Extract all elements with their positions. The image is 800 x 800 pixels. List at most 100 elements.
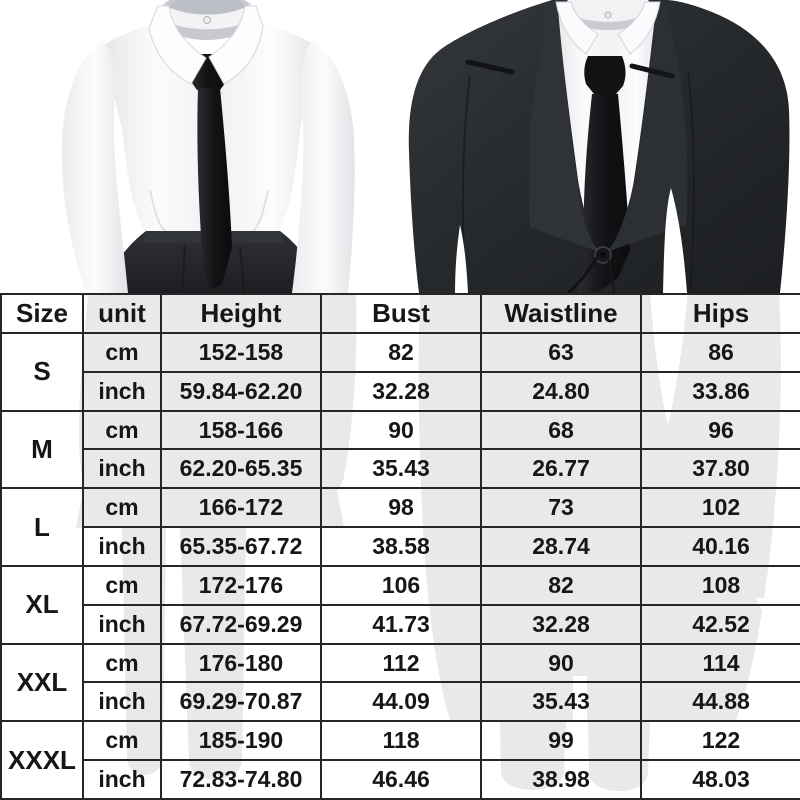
right-outfit-photo xyxy=(408,0,790,293)
cell-hips: 33.86 xyxy=(640,370,800,412)
cell-unit: inch xyxy=(82,603,162,645)
cell-unit: cm xyxy=(82,564,162,606)
lapel-notch-right xyxy=(629,63,675,79)
right-sleeve xyxy=(292,40,355,293)
cell-hips: 48.03 xyxy=(640,759,800,800)
table-row: inch 59.84-62.20 32.28 24.80 33.86 xyxy=(1,370,800,412)
cell-bust: 41.73 xyxy=(320,603,482,645)
cell-height: 152-158 xyxy=(160,332,322,373)
size-chart-table: Size unit Height Bust Waistline Hips S c… xyxy=(0,293,800,800)
cell-bust: 44.09 xyxy=(320,681,482,723)
table-row: inch 65.35-67.72 38.58 28.74 40.16 xyxy=(1,526,800,567)
cell-height: 166-172 xyxy=(160,487,322,529)
left-lapel xyxy=(528,0,600,252)
cell-height: 65.35-67.72 xyxy=(160,526,322,567)
cell-height: 176-180 xyxy=(160,642,322,684)
tie-blade xyxy=(197,88,232,290)
cell-bust: 112 xyxy=(320,642,482,684)
col-header-hips: Hips xyxy=(640,293,800,334)
col-header-height: Height xyxy=(160,293,322,334)
collar-left-wing xyxy=(555,1,599,55)
cell-height: 69.29-70.87 xyxy=(160,681,322,723)
cell-height: 172-176 xyxy=(160,564,322,606)
table-row: M cm 158-166 90 68 96 xyxy=(0,409,800,490)
size-label-xl: XL xyxy=(0,564,84,645)
cell-bust: 46.46 xyxy=(320,759,482,800)
table-row: L cm 166-172 98 73 102 xyxy=(0,487,800,567)
size-label-xxxl: XXXL xyxy=(0,720,84,800)
size-label-l: L xyxy=(0,487,84,567)
cell-height: 158-166 xyxy=(160,409,322,451)
cell-unit: cm xyxy=(82,332,162,373)
left-sleeve xyxy=(61,40,128,293)
cell-hips: 122 xyxy=(640,720,800,762)
cell-waistline: 90 xyxy=(480,642,642,684)
right-lapel xyxy=(606,0,688,252)
table-row: inch 69.29-70.87 44.09 35.43 44.88 xyxy=(1,681,800,723)
cell-hips: 40.16 xyxy=(640,526,800,567)
cell-waistline: 38.98 xyxy=(480,759,642,800)
cell-height: 62.20-65.35 xyxy=(160,448,322,490)
cell-bust: 106 xyxy=(320,564,482,606)
cell-hips: 102 xyxy=(640,487,800,529)
cell-height: 185-190 xyxy=(160,720,322,762)
cell-bust: 35.43 xyxy=(320,448,482,490)
cell-unit: cm xyxy=(82,487,162,529)
cell-unit: cm xyxy=(82,409,162,451)
table-row: inch 67.72-69.29 41.73 32.28 42.52 xyxy=(1,603,800,645)
cell-bust: 98 xyxy=(320,487,482,529)
cell-bust: 38.58 xyxy=(320,526,482,567)
cell-waistline: 82 xyxy=(480,564,642,606)
header-row: Size unit Height Bust Waistline Hips xyxy=(0,293,800,334)
cell-bust: 118 xyxy=(320,720,482,762)
cell-waistline: 68 xyxy=(480,409,642,451)
table-row: XL cm 172-176 106 82 108 xyxy=(0,564,800,645)
cell-unit: cm xyxy=(82,720,162,762)
size-label-s: S xyxy=(0,332,84,412)
cell-height: 59.84-62.20 xyxy=(160,370,322,412)
col-header-size: Size xyxy=(0,293,84,334)
cell-height: 72.83-74.80 xyxy=(160,759,322,800)
cell-unit: cm xyxy=(82,642,162,684)
cell-hips: 108 xyxy=(640,564,800,606)
cell-hips: 44.88 xyxy=(640,681,800,723)
tie-knot xyxy=(584,56,626,94)
collar-right-wing xyxy=(208,5,264,85)
collar-left-wing xyxy=(148,5,207,85)
cell-unit: inch xyxy=(82,370,162,412)
size-label-xxl: XXL xyxy=(0,642,84,723)
cell-hips: 96 xyxy=(640,409,800,451)
cell-hips: 114 xyxy=(640,642,800,684)
cell-waistline: 73 xyxy=(480,487,642,529)
cell-waistline: 35.43 xyxy=(480,681,642,723)
table-row: XXL cm 176-180 112 90 114 xyxy=(0,642,800,723)
cell-waistline: 28.74 xyxy=(480,526,642,567)
cell-waistline: 24.80 xyxy=(480,370,642,412)
cell-bust: 90 xyxy=(320,409,482,451)
col-header-waistline: Waistline xyxy=(480,293,642,334)
col-header-bust: Bust xyxy=(320,293,482,334)
table-row: S cm 152-158 82 63 86 xyxy=(0,332,800,412)
collar-right-wing xyxy=(617,1,661,55)
cell-unit: inch xyxy=(82,759,162,800)
cell-waistline: 63 xyxy=(480,332,642,373)
cell-waistline: 26.77 xyxy=(480,448,642,490)
cell-hips: 37.80 xyxy=(640,448,800,490)
col-header-unit: unit xyxy=(82,293,162,334)
collar-button xyxy=(203,16,211,24)
cell-waistline: 32.28 xyxy=(480,603,642,645)
table-row: inch 62.20-65.35 35.43 26.77 37.80 xyxy=(1,448,800,490)
cell-height: 67.72-69.29 xyxy=(160,603,322,645)
cell-unit: inch xyxy=(82,681,162,723)
left-outfit-photo xyxy=(61,0,355,293)
table-row: XXXL cm 185-190 118 99 122 xyxy=(0,720,800,800)
lapel-notch-left xyxy=(465,59,515,75)
cell-unit: inch xyxy=(82,448,162,490)
cell-waistline: 99 xyxy=(480,720,642,762)
size-label-m: M xyxy=(0,409,84,490)
cell-bust: 82 xyxy=(320,332,482,373)
cell-unit: inch xyxy=(82,526,162,567)
table-row: inch 72.83-74.80 46.46 38.98 48.03 xyxy=(1,759,800,800)
cell-hips: 42.52 xyxy=(640,603,800,645)
